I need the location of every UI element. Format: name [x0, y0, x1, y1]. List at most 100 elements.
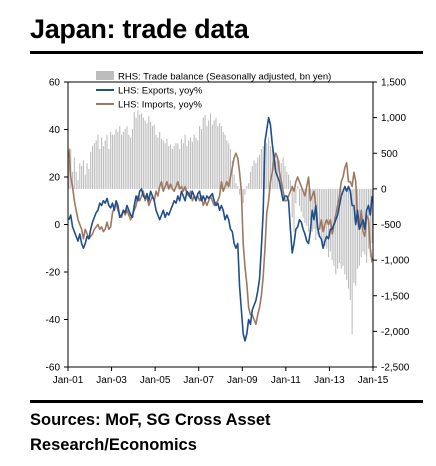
trade-balance-bar [369, 188, 371, 258]
trade-balance-bar [199, 126, 201, 189]
trade-balance-bar [151, 126, 153, 189]
trade-balance-bar [184, 134, 186, 189]
trade-balance-bar [342, 188, 344, 266]
source-line-2: Research/Economics [30, 436, 197, 454]
trade-balance-bar [68, 160, 70, 189]
trade-balance-bar [246, 186, 248, 189]
trade-balance-bar [186, 146, 188, 189]
trade-balance-bar [237, 186, 239, 189]
left-axis-tick-label: 20 [49, 173, 61, 184]
right-axis-tick-label: 1,500 [381, 78, 406, 89]
trade-balance-bar [248, 183, 250, 189]
trade-balance-bar [344, 188, 346, 275]
trade-balance-bar [93, 143, 95, 189]
trade-balance-bar [313, 188, 315, 229]
trade-balance-bar [366, 188, 368, 263]
trade-balance-bar [162, 140, 164, 189]
left-axis-tick-label: -20 [46, 268, 61, 279]
page-title: Japan: trade data [30, 14, 249, 44]
trade-balance-bar [86, 163, 88, 189]
trade-balance-bar [217, 126, 219, 189]
trade-balance-bar [133, 111, 135, 189]
trade-balance-bar [277, 157, 279, 189]
x-axis-tick-label: Jan-15 [358, 375, 389, 386]
left-axis-tick-label: -40 [46, 315, 61, 326]
legend-label-trade_balance: RHS: Trade balance (Seasonally adjusted,… [118, 72, 331, 83]
trade-balance-bar [355, 188, 357, 286]
trade-balance-bar [171, 148, 173, 189]
trade-balance-bar [353, 188, 355, 283]
trade-balance-bar [309, 188, 311, 221]
trade-balance-bar [346, 188, 348, 281]
trade-balance-bar [157, 137, 159, 189]
trade-balance-bar [128, 134, 130, 189]
right-axis-tick-label: -2,500 [381, 363, 410, 374]
trade-balance-bar [335, 188, 337, 275]
trade-balance-bar [110, 131, 112, 189]
trade-balance-bar [257, 157, 259, 189]
trade-balance-bar [190, 137, 192, 189]
trade-balance-bar [106, 134, 108, 189]
trade-balance-bar [268, 137, 270, 189]
right-axis-tick-label: 0 [381, 184, 387, 195]
x-axis-tick-label: Jan-03 [96, 375, 127, 386]
left-axis-tick-label: 0 [54, 220, 60, 231]
trade-balance-bar [144, 120, 146, 189]
trade-balance-bar [228, 143, 230, 189]
legend-swatch-trade_balance [96, 71, 114, 80]
trade-balance-bar [288, 174, 290, 189]
x-axis-tick-label: Jan-01 [53, 375, 84, 386]
trade-balance-bar [206, 126, 208, 189]
right-axis-tick-label: -500 [381, 220, 401, 231]
trade-balance-bar [306, 188, 308, 226]
x-axis-tick-label: Jan-11 [271, 375, 301, 386]
trade-balance-bar [164, 143, 166, 189]
trade-balance-bar [146, 123, 148, 189]
trade-balance-bar [233, 174, 235, 189]
trade-balance-bar [121, 134, 123, 189]
trade-balance-bar [115, 129, 117, 189]
trade-balance-bar [137, 110, 139, 189]
trade-balance-bar [211, 124, 213, 189]
trade-balance-bar [73, 157, 75, 189]
trade-balance-bar [289, 180, 291, 189]
trade-balance-bar [320, 188, 322, 238]
trade-balance-bar [71, 171, 74, 189]
trade-balance-bar [111, 134, 114, 189]
left-axis-tick-label: -60 [46, 363, 61, 374]
trade-balance-bar [150, 121, 152, 189]
trade-balance-bar [338, 188, 340, 263]
title-rule [30, 51, 423, 54]
trade-balance-bar [197, 140, 199, 189]
trade-balance-bar [188, 140, 190, 189]
trade-balance-bar [318, 188, 320, 229]
trade-balance-bar [113, 134, 115, 189]
trade-balance-bar [322, 188, 324, 244]
trade-balance-bar [139, 114, 141, 189]
right-axis-tick-label: 500 [381, 149, 398, 160]
trade-balance-bar [208, 120, 210, 189]
trade-balance-bar [224, 134, 226, 189]
left-axis-tick-label: 60 [49, 78, 61, 89]
trade-balance-bar [84, 174, 86, 189]
trade-balance-bar [135, 117, 137, 189]
trade-balance-bar [148, 116, 150, 189]
right-axis-tick-label: -1,500 [381, 291, 410, 302]
trade-balance-bar [226, 140, 228, 189]
trade-balance-bar [317, 188, 319, 235]
trade-balance-bar [324, 188, 326, 246]
trade-balance-bar [235, 183, 237, 189]
trade-balance-bar [102, 146, 104, 189]
trade-balance-bar [81, 166, 83, 189]
trade-balance-bar [200, 129, 202, 189]
trade-balance-bar [260, 148, 262, 189]
trade-balance-bar [140, 113, 143, 189]
trade-balance-bar [297, 186, 299, 189]
trade-balance-bar [204, 114, 206, 189]
trade-balance-bar [79, 163, 81, 189]
trade-balance-bar [291, 188, 293, 218]
trade-balance-bar [251, 166, 253, 189]
trade-balance-bar [75, 171, 77, 189]
trade-balance-bar [99, 148, 101, 189]
trade-balance-bar [293, 188, 295, 232]
